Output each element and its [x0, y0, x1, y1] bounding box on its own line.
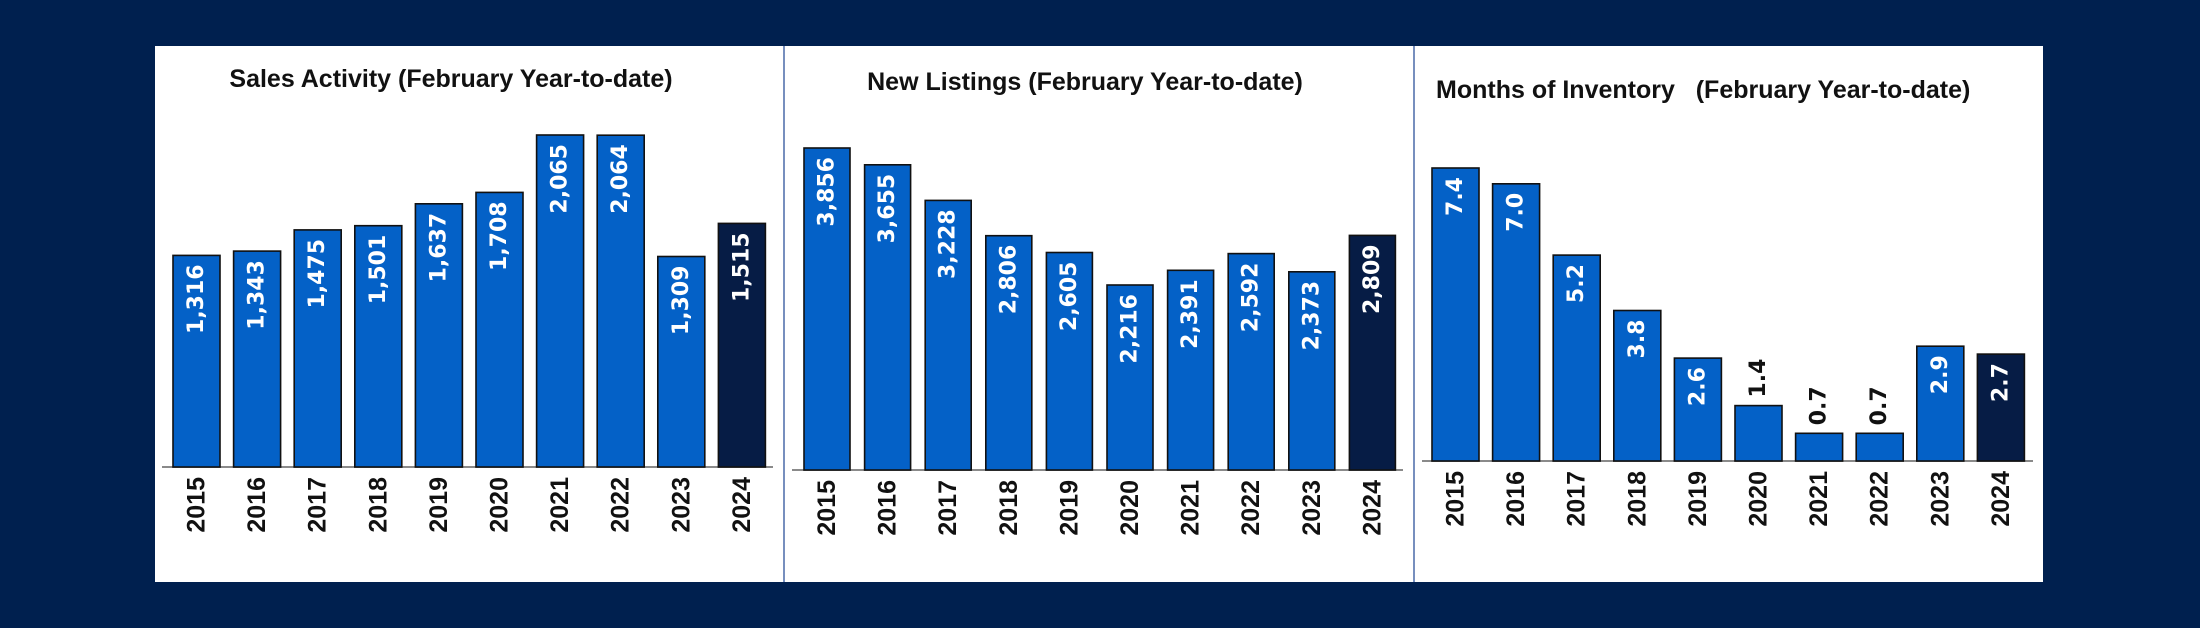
sales-activity-tick-label-2021: 2021	[546, 477, 574, 533]
sales-activity-chart-title: Sales Activity (February Year-to-date)	[229, 65, 672, 93]
months-of-inventory-bar-2017	[1552, 254, 1601, 462]
new-listings-value-label-2016: 3,655	[875, 174, 900, 244]
new-listings-value-label-2015: 3,856	[815, 157, 840, 227]
months-of-inventory-bar-2016	[1491, 183, 1541, 462]
months-of-inventory-bar-2022	[1855, 432, 1904, 462]
months-of-inventory-value-label-2023: 2.9	[1928, 355, 1953, 394]
months-of-inventory-value-label-2017: 5.2	[1564, 264, 1589, 303]
new-listings-value-label-2024: 2,809	[1360, 244, 1385, 314]
new-listings-bar-2023	[1288, 270, 1336, 471]
new-listings-tick-label-2018: 2018	[995, 480, 1023, 536]
new-listings-value-label-2020: 2,216	[1118, 294, 1143, 364]
sales-activity-bar-2023	[656, 255, 706, 468]
sales-activity-bar-2021	[535, 134, 585, 468]
sales-activity-tick-label-2017: 2017	[304, 477, 332, 533]
months-of-inventory-tick-label-2022: 2022	[1866, 471, 1894, 527]
months-of-inventory-tick-label-2024: 2024	[1987, 471, 2015, 527]
months-of-inventory-bar-2019	[1673, 357, 1723, 462]
new-listings-tick-label-2024: 2024	[1358, 480, 1386, 536]
months-of-inventory-tick-label-2020: 2020	[1745, 471, 1773, 527]
new-listings-bar-2018	[984, 234, 1033, 471]
sales-activity-bar-2020	[475, 191, 524, 468]
sales-activity-value-label-2019: 1,637	[426, 213, 451, 283]
new-listings-bar-2020	[1106, 284, 1154, 471]
sales-activity-tick-label-2018: 2018	[364, 477, 392, 533]
months-of-inventory-chart-title: Months of Inventory (February Year-to-da…	[1436, 76, 1970, 104]
months-of-inventory-value-label-2022: 0.7	[1867, 386, 1892, 425]
new-listings-chart-title: New Listings (February Year-to-date)	[867, 68, 1303, 96]
new-listings-value-label-2023: 2,373	[1299, 281, 1324, 351]
new-listings-tick-label-2017: 2017	[934, 480, 962, 536]
sales-activity-value-label-2016: 1,343	[245, 260, 270, 330]
months-of-inventory-bar-2020	[1734, 404, 1783, 462]
months-of-inventory-bar-2024	[1976, 353, 2026, 462]
new-listings-tick-label-2022: 2022	[1237, 480, 1265, 536]
new-listings-bar-2015	[803, 147, 851, 471]
sales-activity-tick-label-2016: 2016	[243, 477, 271, 533]
sales-activity-bar-2016	[232, 250, 282, 468]
sales-activity-chart: Sales Activity (February Year-to-date) 1…	[162, 65, 773, 533]
new-listings-bar-2016	[863, 164, 912, 471]
months-of-inventory-value-label-2020: 1.4	[1746, 359, 1771, 398]
new-listings-bar-2017	[924, 199, 973, 471]
months-of-inventory-bar-2023	[1916, 345, 1965, 462]
new-listings-tick-label-2019: 2019	[1055, 480, 1083, 536]
months-of-inventory-tick-label-2016: 2016	[1502, 471, 1530, 527]
sales-activity-bar-2019	[414, 203, 464, 468]
months-of-inventory-tick-label-2023: 2023	[1926, 471, 1954, 527]
new-listings-bar-2021	[1166, 269, 1215, 471]
months-of-inventory-value-label-2015: 7.4	[1443, 177, 1468, 216]
sales-activity-bar-2015	[172, 254, 221, 468]
sales-activity-tick-label-2024: 2024	[728, 477, 756, 533]
months-of-inventory-value-label-2024: 2.7	[1988, 363, 2013, 402]
months-of-inventory-value-label-2021: 0.7	[1807, 386, 1832, 425]
sales-activity-tick-label-2015: 2015	[183, 477, 211, 533]
sales-activity-value-label-2022: 2,064	[608, 144, 633, 214]
sales-activity-value-label-2024: 1,515	[729, 232, 754, 302]
sales-activity-bar-2024	[717, 222, 767, 468]
new-listings-bar-2019	[1045, 251, 1094, 471]
sales-activity-bar-2022	[596, 134, 646, 468]
months-of-inventory-tick-label-2017: 2017	[1563, 471, 1591, 527]
new-listings-tick-label-2015: 2015	[813, 480, 841, 536]
months-of-inventory-tick-label-2021: 2021	[1805, 471, 1833, 527]
new-listings-value-label-2019: 2,605	[1057, 262, 1082, 332]
months-of-inventory-tick-label-2015: 2015	[1442, 471, 1470, 527]
new-listings-tick-label-2020: 2020	[1116, 480, 1144, 536]
sales-activity-tick-label-2022: 2022	[607, 477, 635, 533]
months-of-inventory-bar-2021	[1794, 432, 1844, 462]
sales-activity-value-label-2023: 1,309	[669, 266, 694, 336]
sales-activity-bar-2018	[353, 224, 403, 468]
new-listings-tick-label-2016: 2016	[874, 480, 902, 536]
months-of-inventory-bar-2015	[1431, 167, 1480, 462]
months-of-inventory-chart: Months of Inventory (February Year-to-da…	[1422, 76, 2033, 527]
months-of-inventory-tick-label-2019: 2019	[1684, 471, 1712, 527]
months-of-inventory-bar-2018	[1613, 309, 1662, 462]
charts-panel-background	[155, 46, 2043, 582]
sales-activity-value-label-2015: 1,316	[184, 264, 209, 334]
sales-activity-tick-label-2023: 2023	[667, 477, 695, 533]
new-listings-tick-label-2023: 2023	[1298, 480, 1326, 536]
sales-activity-bar-2017	[293, 229, 343, 468]
new-listings-bar-2022	[1227, 252, 1275, 471]
sales-activity-tick-label-2019: 2019	[425, 477, 453, 533]
sales-activity-value-label-2018: 1,501	[366, 235, 391, 305]
months-of-inventory-value-label-2019: 2.6	[1685, 367, 1710, 406]
sales-activity-tick-label-2020: 2020	[486, 477, 514, 533]
new-listings-value-label-2022: 2,592	[1239, 263, 1264, 333]
sales-activity-value-label-2020: 1,708	[487, 201, 512, 271]
new-listings-value-label-2021: 2,391	[1178, 279, 1203, 349]
new-listings-tick-label-2021: 2021	[1177, 480, 1205, 536]
sales-activity-value-label-2017: 1,475	[305, 239, 330, 309]
months-of-inventory-value-label-2016: 7.0	[1504, 193, 1529, 232]
new-listings-value-label-2018: 2,806	[996, 245, 1021, 315]
new-listings-chart: New Listings (February Year-to-date) 3,8…	[792, 68, 1403, 536]
months-of-inventory-value-label-2018: 3.8	[1625, 320, 1650, 359]
months-of-inventory-tick-label-2018: 2018	[1623, 471, 1651, 527]
sales-activity-value-label-2021: 2,065	[548, 144, 573, 214]
new-listings-value-label-2017: 3,228	[936, 209, 961, 279]
new-listings-bar-2024	[1348, 234, 1397, 471]
